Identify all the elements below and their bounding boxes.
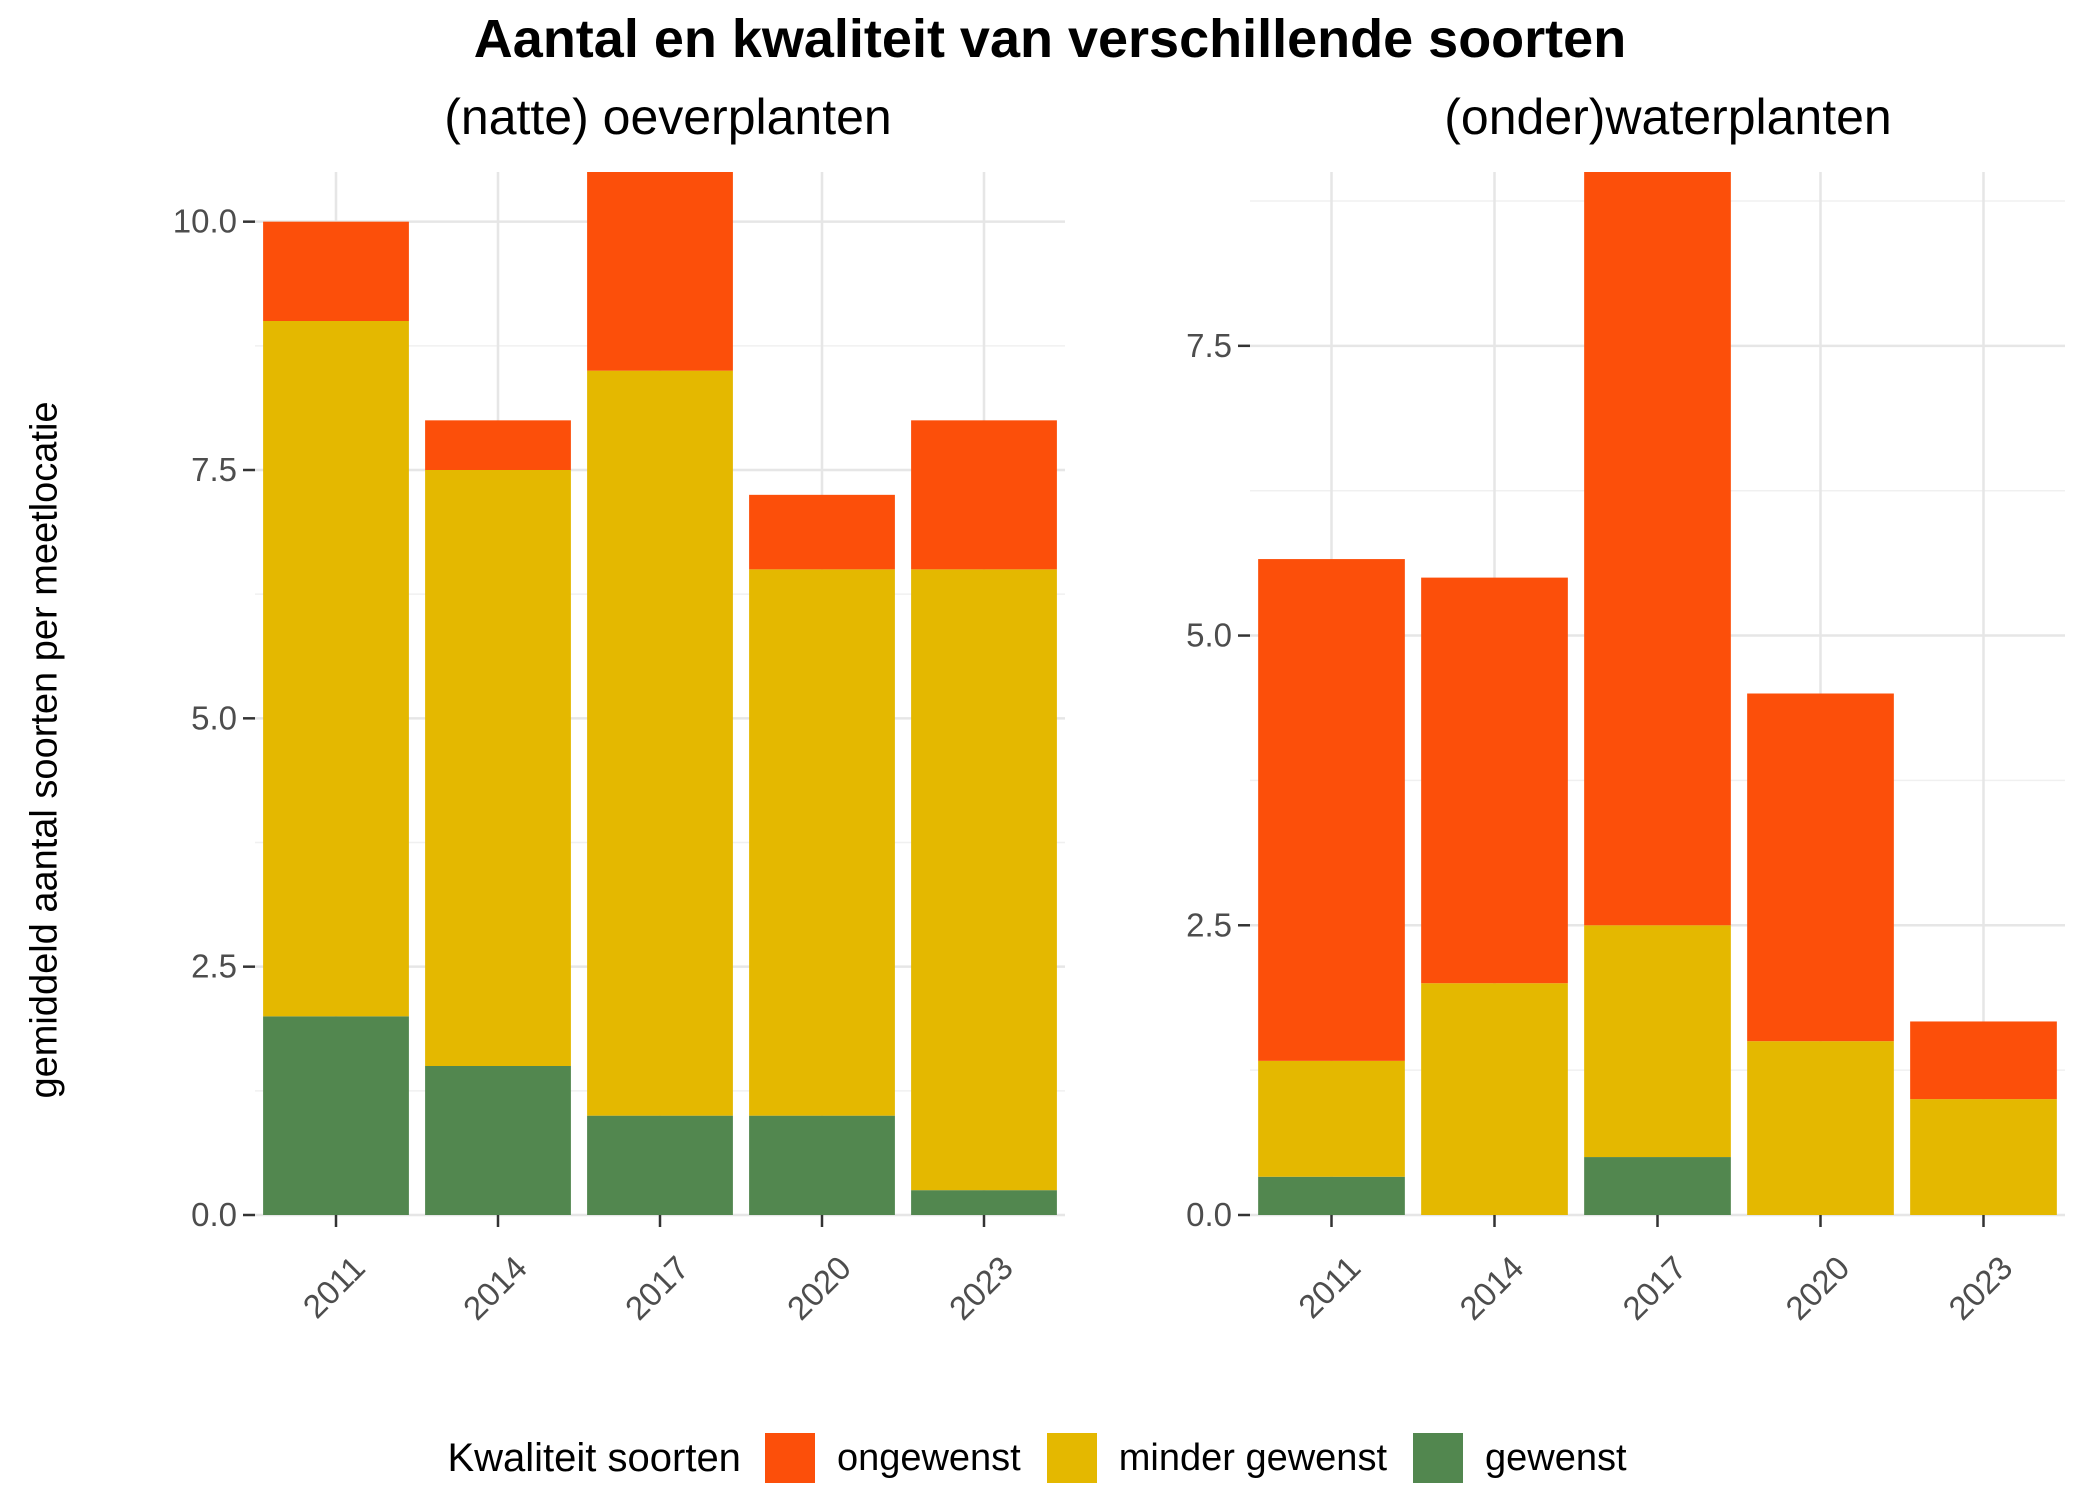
x-tick-label: 2020 xyxy=(780,1249,858,1327)
bar-ongewenst-2017 xyxy=(1584,172,1731,926)
plot-area: 0.0 2.5 5.0 7.5 10.0 2011 2014 2017 2020 2023 0.0 2… xyxy=(173,172,2065,1327)
legend-swatch-minder-gewenst xyxy=(1046,1433,1097,1483)
x-tick-label: 2020 xyxy=(1778,1249,1856,1327)
y-tick-label: 5.0 xyxy=(1186,617,1232,654)
bar-ongewenst-2017 xyxy=(587,172,733,371)
panel-title-oeverplanten: (natte) oeverplanten xyxy=(444,89,892,145)
y-tick-label: 0.0 xyxy=(191,1196,237,1233)
bar-gewenst-2011 xyxy=(1258,1176,1405,1215)
bar-minder-gewenst-2014 xyxy=(425,470,571,1066)
bar-minder-gewenst-2023 xyxy=(911,569,1057,1191)
legend-swatch-gewenst xyxy=(1413,1433,1463,1483)
y-tick-label: 2.5 xyxy=(191,948,237,985)
y-tick-label: 5.0 xyxy=(191,699,237,736)
y-tick-label: 10.0 xyxy=(173,203,237,240)
bar-minder-gewenst-2014 xyxy=(1421,983,1568,1215)
x-tick-label: 2017 xyxy=(1615,1249,1693,1327)
legend-label-gewenst: gewenst xyxy=(1485,1436,1627,1479)
bar-minder-gewenst-2017 xyxy=(587,370,733,1116)
bar-ongewenst-2014 xyxy=(1421,577,1568,984)
bar-ongewenst-2011 xyxy=(1258,559,1405,1061)
bar-gewenst-2017 xyxy=(1584,1157,1731,1215)
bar-gewenst-2017 xyxy=(587,1115,733,1215)
y-tick-label: 0.0 xyxy=(1186,1196,1232,1233)
legend-item-ongewenst: ongewenst xyxy=(764,1433,1021,1483)
legend-item-gewenst: gewenst xyxy=(1413,1433,1627,1483)
legend-item-minder-gewenst: minder gewenst xyxy=(1046,1433,1387,1483)
bar-gewenst-2011 xyxy=(263,1016,409,1215)
bar-minder-gewenst-2020 xyxy=(749,569,895,1116)
chart-title: Aantal en kwaliteit van verschillende so… xyxy=(473,9,1627,69)
bar-minder-gewenst-2011 xyxy=(263,321,409,1017)
bar-ongewenst-2023 xyxy=(1910,1021,2057,1100)
bar-minder-gewenst-2023 xyxy=(1910,1099,2057,1215)
y-tick-label: 7.5 xyxy=(191,451,237,488)
panel-title-waterplanten: (onder)waterplanten xyxy=(1444,89,1892,145)
bar-ongewenst-2011 xyxy=(263,221,409,321)
x-tick-label: 2017 xyxy=(618,1249,696,1327)
bar-ongewenst-2020 xyxy=(1747,693,1894,1042)
bar-minder-gewenst-2017 xyxy=(1584,925,1731,1158)
x-tick-label: 2023 xyxy=(942,1249,1020,1327)
bar-minder-gewenst-2020 xyxy=(1747,1041,1894,1215)
bar-gewenst-2014 xyxy=(425,1066,571,1215)
y-tick-label: 7.5 xyxy=(1186,327,1232,364)
bar-ongewenst-2014 xyxy=(425,420,571,470)
y-tick-label: 2.5 xyxy=(1186,906,1232,943)
bar-gewenst-2023 xyxy=(911,1190,1057,1215)
x-tick-label: 2011 xyxy=(296,1249,372,1325)
x-tick-label: 2014 xyxy=(1452,1249,1530,1327)
x-tick-label: 2011 xyxy=(1291,1249,1367,1325)
legend: Kwaliteit soorten ongewenst minder gewen… xyxy=(0,1428,2100,1488)
legend-swatch-ongewenst xyxy=(764,1433,815,1483)
bar-minder-gewenst-2011 xyxy=(1258,1060,1405,1177)
bar-ongewenst-2020 xyxy=(749,494,895,570)
bar-ongewenst-2023 xyxy=(911,420,1057,570)
legend-title: Kwaliteit soorten xyxy=(447,1435,741,1480)
bar-gewenst-2020 xyxy=(749,1115,895,1215)
legend-label-minder-gewenst: minder gewenst xyxy=(1118,1436,1387,1479)
legend-label-ongewenst: ongewenst xyxy=(836,1436,1021,1479)
x-tick-label: 2023 xyxy=(1941,1249,2019,1327)
x-tick-label: 2014 xyxy=(456,1249,534,1327)
